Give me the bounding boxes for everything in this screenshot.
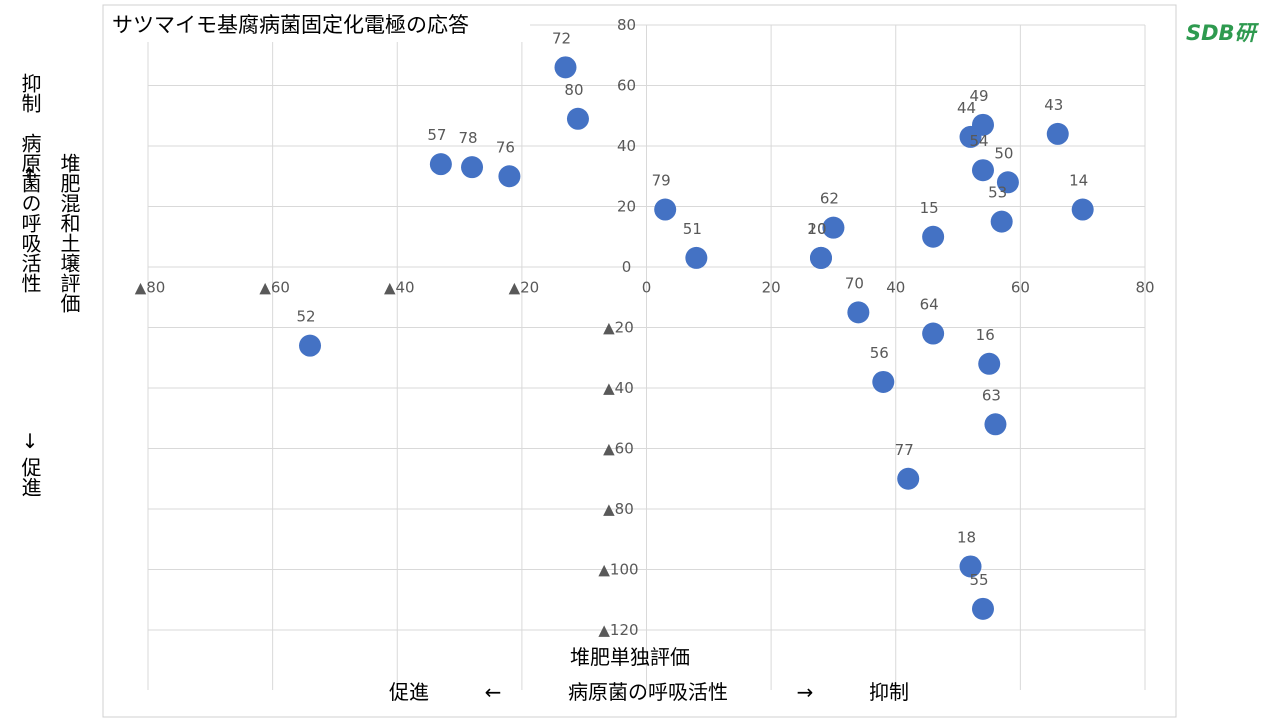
y-caption-suppress: 抑制 xyxy=(18,73,42,113)
point-label: 76 xyxy=(496,138,515,156)
data-point-18 xyxy=(959,555,982,578)
data-point-70 xyxy=(847,301,870,324)
data-point-51 xyxy=(685,246,708,269)
y-axis-caption-outer: 抑制 ↑ 病原菌の呼吸活性 ↓ 促進 xyxy=(18,73,42,497)
point-label: 63 xyxy=(982,386,1001,404)
point-label: 56 xyxy=(870,344,889,362)
x-tick-label: ▲60 xyxy=(259,279,290,297)
y-tick-label: 20 xyxy=(617,198,636,216)
point-label: 49 xyxy=(969,87,988,105)
y-caption-promote: 促進 xyxy=(18,457,42,497)
data-point-50 xyxy=(996,171,1019,194)
data-point-78 xyxy=(461,156,484,179)
x-caption-promote: 促進 xyxy=(389,680,429,704)
data-point-77 xyxy=(897,467,920,490)
x-axis-label: 堆肥単独評価 xyxy=(570,645,690,669)
x-tick-label: ▲40 xyxy=(384,279,415,297)
y-tick-label: ▲100 xyxy=(598,561,638,579)
point-label: 54 xyxy=(969,132,988,150)
y-caption-down-arrow: ↓ xyxy=(22,429,39,453)
data-point-64 xyxy=(922,322,945,345)
data-point-43 xyxy=(1046,122,1069,145)
x-tick-label: 20 xyxy=(762,279,781,297)
y-tick-label: ▲40 xyxy=(603,379,634,397)
x-tick-label: ▲80 xyxy=(135,279,166,297)
y-axis-caption-compost-soil: 堆肥混和土壌評価 xyxy=(57,153,81,313)
data-point-62 xyxy=(822,216,845,239)
y-tick-label: ▲60 xyxy=(603,440,634,458)
point-label: 15 xyxy=(920,199,939,217)
data-point-57 xyxy=(429,153,452,176)
data-point-79 xyxy=(654,198,677,221)
chart-frame xyxy=(102,4,1177,718)
y-tick-label: ▲120 xyxy=(598,621,638,639)
point-label: 16 xyxy=(976,326,995,344)
point-label: 52 xyxy=(296,308,315,326)
y-axis-caption-inner: 堆肥混和土壌評価 xyxy=(57,153,81,313)
data-point-49 xyxy=(971,113,994,136)
point-label: 77 xyxy=(895,441,914,459)
point-label: 53 xyxy=(988,184,1007,202)
point-label: 44 xyxy=(957,99,976,117)
point-label: 18 xyxy=(957,528,976,546)
title-background xyxy=(104,8,530,42)
x-caption-respiration: 病原菌の呼吸活性 xyxy=(568,680,728,704)
brand-logo: SDB研 xyxy=(1186,21,1260,45)
point-label: 14 xyxy=(1069,172,1088,190)
data-point-56 xyxy=(872,370,895,393)
chart-title: サツマイモ基腐病菌固定化電極の応答 xyxy=(112,13,469,37)
point-label: 70 xyxy=(845,274,864,292)
x-caption-right-arrow: → xyxy=(797,680,814,704)
y-tick-label: 80 xyxy=(617,16,636,34)
data-point-80 xyxy=(566,107,589,130)
point-label: 55 xyxy=(969,571,988,589)
point-label: 51 xyxy=(683,220,702,238)
x-tick-label: 60 xyxy=(1011,279,1030,297)
x-axis-caption: 促進 ← 病原菌の呼吸活性 → 抑制 xyxy=(389,680,909,704)
data-point-15 xyxy=(922,225,945,248)
x-tick-label: ▲20 xyxy=(509,279,540,297)
point-label: 57 xyxy=(427,126,446,144)
x-caption-suppress: 抑制 xyxy=(869,680,909,704)
data-point-16 xyxy=(978,352,1001,375)
y-tick-label: 0 xyxy=(622,258,632,276)
y-caption-respiration: 病原菌の呼吸活性 xyxy=(18,133,42,293)
point-label: 50 xyxy=(994,144,1013,162)
point-label: 64 xyxy=(920,296,939,314)
data-point-53 xyxy=(990,210,1013,233)
y-tick-label: ▲80 xyxy=(603,500,634,518)
y-caption-up-arrow: ↑ xyxy=(22,164,39,188)
data-point-20 xyxy=(809,246,832,269)
data-point-14 xyxy=(1071,198,1094,221)
point-label: 78 xyxy=(458,129,477,147)
x-tick-label: 0 xyxy=(642,279,652,297)
y-tick-label: ▲20 xyxy=(603,319,634,337)
data-point-55 xyxy=(971,597,994,620)
point-label: 80 xyxy=(564,81,583,99)
x-caption-left-arrow: ← xyxy=(485,680,502,704)
y-tick-label: 60 xyxy=(617,77,636,95)
data-point-76 xyxy=(498,165,521,188)
point-label: 10 xyxy=(807,220,826,238)
point-label: 20 xyxy=(807,220,826,238)
y-tick-label: 40 xyxy=(617,137,636,155)
point-label: 62 xyxy=(820,190,839,208)
tick-labels: 80 60 40 20 0 ▲20 ▲40 ▲60 ▲80 ▲100 ▲120 0 20 40 60 80 ▲8… xyxy=(135,16,1155,639)
data-point-63 xyxy=(984,413,1007,436)
x-tick-label: 80 xyxy=(1135,279,1154,297)
data-point-54 xyxy=(971,159,994,182)
point-label: 43 xyxy=(1044,96,1063,114)
data-point-72 xyxy=(554,56,577,79)
point-label: 72 xyxy=(552,29,571,47)
data-point-52 xyxy=(299,334,322,357)
point-label: 79 xyxy=(652,172,671,190)
x-tick-label: 40 xyxy=(886,279,905,297)
